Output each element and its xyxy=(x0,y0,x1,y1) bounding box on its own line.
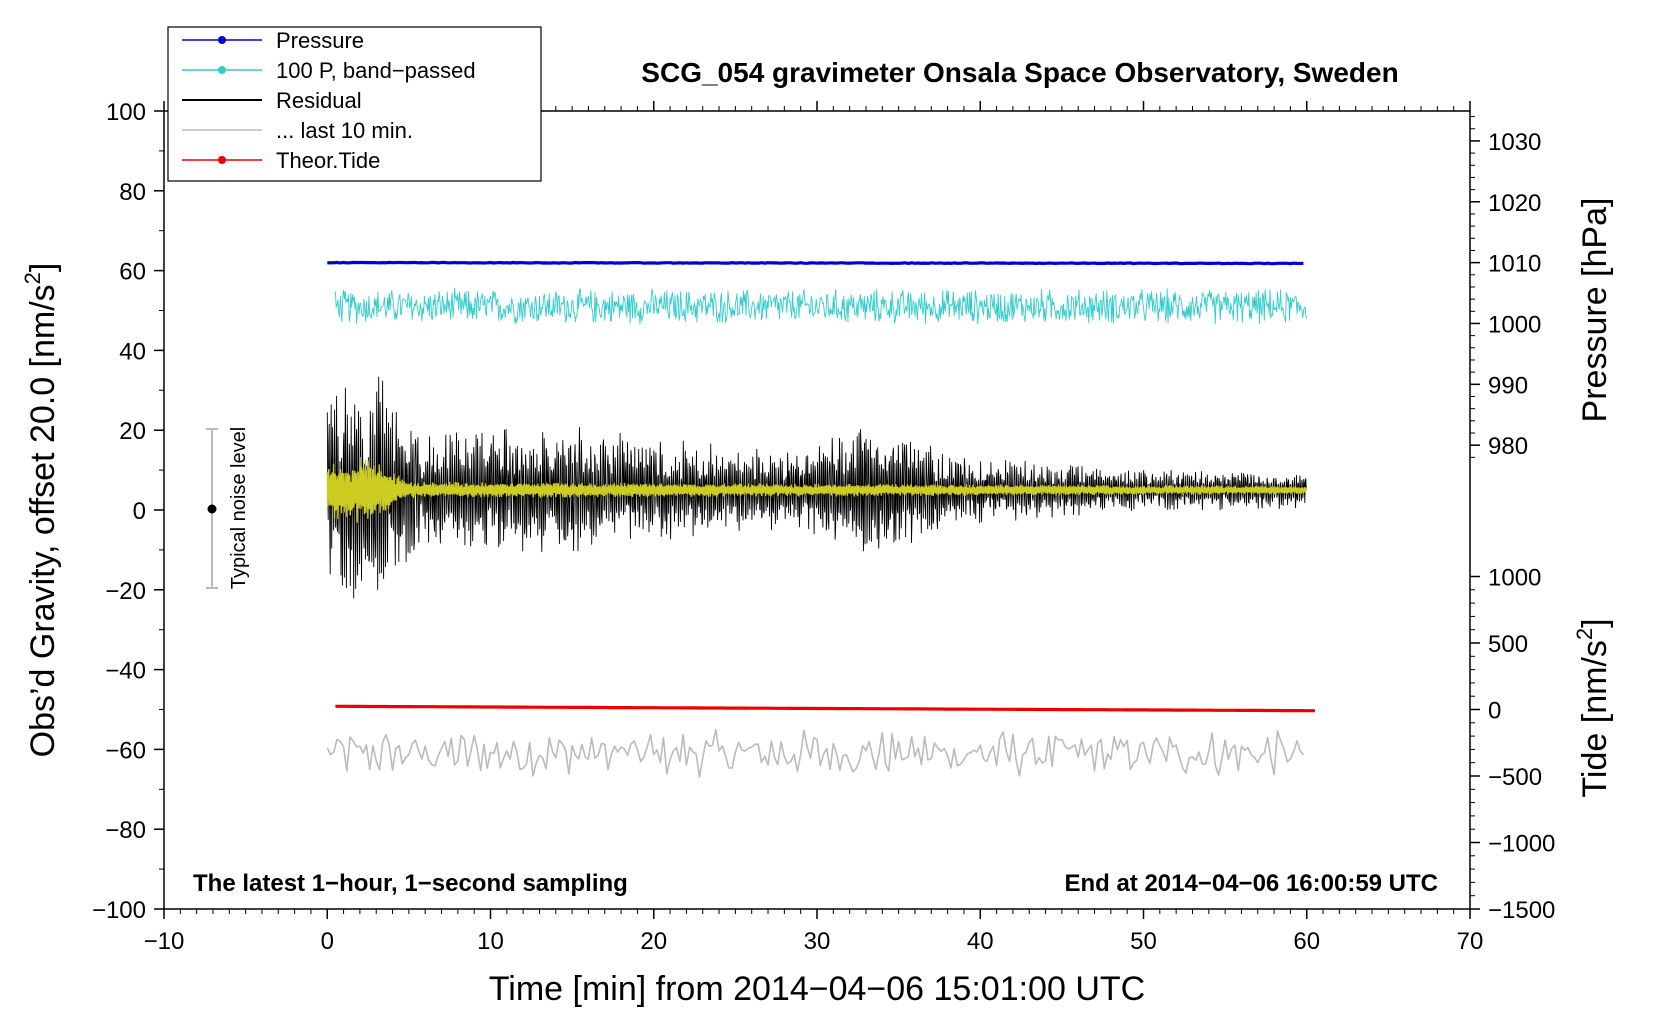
x-tick-label: 60 xyxy=(1293,928,1320,955)
legend-swatch-marker xyxy=(218,36,226,44)
legend-label: Pressure xyxy=(276,28,364,53)
pressure-tick-label: 980 xyxy=(1488,433,1528,460)
annotation-end-time: End at 2014−04−06 16:00:59 UTC xyxy=(1064,870,1438,897)
pressure-tick-label: 1030 xyxy=(1488,129,1541,156)
y-axis-label-left: Obs’d Gravity, offset 20.0 [nm/s2] xyxy=(20,263,62,758)
series-last-10-min xyxy=(326,728,1305,778)
y-tick-label: 60 xyxy=(119,259,146,286)
tide-tick-label: 500 xyxy=(1488,631,1528,658)
legend-entry: Pressure xyxy=(182,28,364,53)
legend-box xyxy=(167,26,542,182)
axis-layer: −10 0 10 20 30 40 50 60 70100806040200−20−40−60−… xyxy=(92,99,1555,955)
legend: Pressure 100 P, band−passed Residual ... la… xyxy=(167,26,542,182)
y-tick-label: −40 xyxy=(105,658,146,685)
legend-swatch-marker xyxy=(218,66,226,74)
legend-entries: Pressure 100 P, band−passed Residual ... la… xyxy=(182,28,476,173)
y-label-tide-sup: 2 xyxy=(1572,628,1597,640)
noise-bar-center-dot xyxy=(207,504,217,514)
series-pressure xyxy=(327,260,1304,266)
chart-title: SCG_054 gravimeter Onsala Space Observat… xyxy=(641,57,1398,88)
pressure-tick-label: 990 xyxy=(1488,372,1528,399)
series-residual-filtered xyxy=(326,457,1307,523)
legend-label: ... last 10 min. xyxy=(276,118,413,143)
y-tick-label: −20 xyxy=(105,578,146,605)
series-band-passed-pressure xyxy=(334,287,1308,325)
x-tick-label: 10 xyxy=(477,928,504,955)
legend-swatch-marker xyxy=(218,156,226,164)
noise-level-label: Typical noise level xyxy=(228,427,250,589)
y-label-left-main: Obs’d Gravity, offset 20.0 [nm/s xyxy=(24,284,62,757)
tide-tick-label: −1000 xyxy=(1488,831,1555,858)
y-label-left-end: ] xyxy=(24,263,62,272)
x-tick-label: 20 xyxy=(640,928,667,955)
legend-entry: 100 P, band−passed xyxy=(182,58,476,83)
tide-tick-label: −500 xyxy=(1488,764,1542,791)
legend-entry: ... last 10 min. xyxy=(182,118,413,143)
x-tick-label: 0 xyxy=(321,928,334,955)
pressure-tick-label: 1010 xyxy=(1488,251,1541,278)
y-tick-label: −100 xyxy=(92,897,146,924)
y-tick-label: 0 xyxy=(133,498,146,525)
y-tick-label: −80 xyxy=(105,817,146,844)
y-tick-label: −60 xyxy=(105,737,146,764)
y-axis-label-pressure: Pressure [hPa] xyxy=(1576,198,1614,423)
y-label-tide-main: Tide [nm/s xyxy=(1576,640,1614,797)
y-tick-label: 80 xyxy=(119,179,146,206)
series-layer xyxy=(326,260,1315,778)
x-tick-label: 70 xyxy=(1457,928,1484,955)
y-tick-label: 100 xyxy=(106,99,146,126)
y-tick-label: 20 xyxy=(119,418,146,445)
pressure-tick-label: 1000 xyxy=(1488,311,1541,338)
y-label-left-sup: 2 xyxy=(20,272,45,284)
legend-label: Theor.Tide xyxy=(276,148,380,173)
legend-label: Residual xyxy=(276,88,362,113)
y-axis-label-tide: Tide [nm/s2] xyxy=(1572,618,1614,797)
series-theoretical-tide xyxy=(335,704,1315,713)
legend-entry: Residual xyxy=(182,88,362,113)
x-tick-label: 40 xyxy=(967,928,994,955)
legend-entry: Theor.Tide xyxy=(182,148,380,173)
x-tick-label: 30 xyxy=(804,928,831,955)
tide-tick-label: 0 xyxy=(1488,698,1501,725)
pressure-tick-label: 1020 xyxy=(1488,190,1541,217)
noise-level-indicator: Typical noise level xyxy=(206,427,250,589)
annotation-sampling: The latest 1−hour, 1−second sampling xyxy=(193,870,628,897)
tide-tick-label: −1500 xyxy=(1488,897,1555,924)
x-tick-label: 50 xyxy=(1130,928,1157,955)
x-tick-label: −10 xyxy=(144,928,185,955)
tide-tick-label: 1000 xyxy=(1488,565,1541,592)
y-label-tide-end: ] xyxy=(1576,618,1614,627)
x-axis-label: Time [min] from 2014−04−06 15:01:00 UTC xyxy=(489,970,1145,1008)
y-tick-label: 40 xyxy=(119,338,146,365)
legend-label: 100 P, band−passed xyxy=(276,58,476,83)
